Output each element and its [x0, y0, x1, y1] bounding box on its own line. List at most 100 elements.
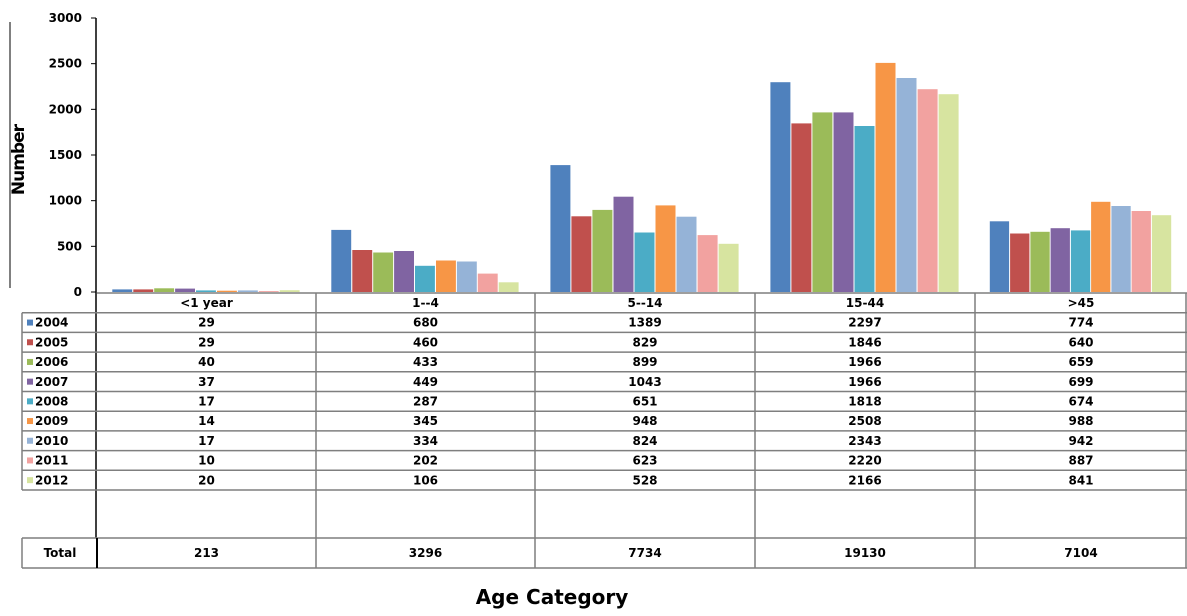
data-cell: 1846: [848, 335, 881, 349]
legend-label: 2009: [35, 414, 68, 428]
data-cell: 899: [632, 355, 657, 369]
bar-2007-4: [1050, 228, 1070, 292]
y-tick-label: 1000: [49, 194, 82, 208]
bar-2006-4: [1030, 231, 1050, 292]
x-axis-label: Age Category: [476, 585, 629, 609]
bar-2005-3: [791, 123, 812, 293]
bar-2011-0: [258, 291, 279, 292]
bar-2009-0: [217, 290, 237, 292]
bar-2009-1: [436, 260, 456, 292]
data-cell: 334: [413, 434, 438, 448]
data-cell: 651: [632, 395, 657, 409]
chart-bars: [112, 62, 1172, 293]
legend-label: 2008: [35, 395, 68, 409]
legend-key-2004: [27, 319, 33, 326]
bar-2006-1: [373, 252, 394, 292]
data-cell: 1966: [848, 375, 881, 389]
data-cell: 106: [413, 473, 438, 487]
bar-2007-1: [394, 251, 414, 292]
bar-2006-2: [592, 209, 613, 292]
y-tick-label: 0: [74, 285, 82, 299]
data-cell: 699: [1068, 375, 1093, 389]
bar-2005-1: [352, 250, 373, 292]
bar-2004-0: [112, 289, 133, 292]
data-cell: 29: [198, 335, 215, 349]
y-tick-label: 3000: [49, 11, 82, 25]
data-cell: 680: [413, 316, 438, 330]
bar-2007-0: [175, 288, 195, 292]
data-cell: 674: [1068, 395, 1093, 409]
data-cell: 2508: [848, 414, 881, 428]
total-label: Total: [44, 546, 77, 560]
bar-2005-4: [1010, 233, 1030, 292]
bar-2006-3: [812, 112, 833, 293]
data-cell: 829: [632, 335, 657, 349]
legend-label: 2011: [35, 454, 68, 468]
y-tick-label: 1500: [49, 148, 82, 162]
legend-key-2007: [27, 378, 33, 385]
chart-axes: 0 500 1000 1500 2000 2500 3000: [9, 11, 97, 538]
data-cell: 1389: [628, 316, 661, 330]
legend-label: 2012: [35, 473, 68, 487]
data-cell: 1818: [848, 395, 881, 409]
bar-2004-4: [989, 221, 1010, 292]
data-cell: 988: [1068, 414, 1093, 428]
bar-2012-4: [1151, 215, 1172, 292]
bar-2011-4: [1131, 211, 1151, 292]
legend-key-2011: [27, 457, 33, 464]
data-cell: 1043: [628, 375, 661, 389]
legend-label: 2010: [35, 434, 68, 448]
total-cell: 19130: [844, 546, 886, 560]
legend-key-2010: [27, 437, 33, 444]
data-cell: 528: [632, 473, 657, 487]
bar-2012-1: [498, 282, 519, 292]
data-cell: 433: [413, 355, 438, 369]
data-cell: 20: [198, 473, 215, 487]
bar-2006-0: [154, 288, 175, 292]
bar-2010-3: [896, 78, 917, 292]
bar-2012-0: [279, 290, 300, 292]
y-axis-label: Number: [9, 123, 29, 195]
data-cell: 40: [198, 355, 215, 369]
data-cell: 640: [1068, 335, 1093, 349]
data-cell: 841: [1068, 473, 1093, 487]
legend-label: 2005: [35, 335, 68, 349]
y-tick-label: 500: [57, 239, 82, 253]
data-cell: 17: [198, 434, 215, 448]
data-cell: 2220: [848, 454, 881, 468]
bar-2009-2: [655, 205, 676, 292]
data-cell: 29: [198, 316, 215, 330]
category-label: >45: [1068, 296, 1095, 310]
data-cell: 202: [413, 454, 438, 468]
data-cell: 887: [1068, 454, 1093, 468]
data-cell: 460: [413, 335, 438, 349]
data-cell: 942: [1068, 434, 1093, 448]
y-tick-label: 2000: [49, 102, 82, 116]
bar-2008-1: [415, 265, 435, 292]
total-cell: 7104: [1064, 546, 1097, 560]
legend-label: 2006: [35, 355, 68, 369]
category-label: <1 year: [180, 296, 233, 310]
legend-key-2009: [27, 418, 33, 425]
data-cell: 623: [632, 454, 657, 468]
bar-2004-3: [770, 82, 791, 292]
bar-2012-2: [718, 243, 739, 292]
bar-2011-1: [477, 273, 498, 292]
bar-2010-1: [456, 261, 477, 292]
bar-2007-2: [613, 196, 634, 292]
data-cell: 2297: [848, 316, 881, 330]
bar-2005-2: [571, 216, 592, 292]
total-cell: 7734: [628, 546, 661, 560]
bar-2011-2: [697, 235, 718, 292]
bar-2008-0: [196, 290, 216, 292]
bar-2004-2: [550, 165, 571, 292]
total-cell: 3296: [409, 546, 442, 560]
legend-label: 2004: [35, 316, 68, 330]
total-cell: 213: [194, 546, 219, 560]
bar-2008-4: [1070, 230, 1091, 292]
data-cell: 824: [632, 434, 657, 448]
data-cell: 10: [198, 454, 215, 468]
data-cell: 37: [198, 375, 215, 389]
bar-2008-2: [634, 232, 655, 292]
